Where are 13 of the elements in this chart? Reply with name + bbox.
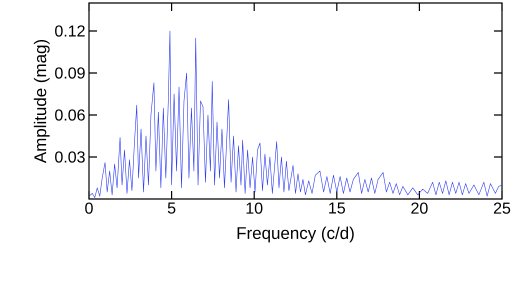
x-tick-label: 25 <box>494 202 510 214</box>
line-series <box>89 30 502 198</box>
y-tick-label: 0.09 <box>55 67 85 79</box>
y-axis-title: Amplitude (mag) <box>34 40 50 164</box>
x-tick-label: 20 <box>411 202 428 214</box>
x-tick-label: 0 <box>85 202 93 214</box>
x-axis-title: Frequency (c/d) <box>238 226 354 242</box>
y-tick-label: 0.12 <box>55 25 85 37</box>
y-tick-label: 0.03 <box>55 151 85 163</box>
x-tick-label: 5 <box>168 202 176 214</box>
y-tick-label: 0.06 <box>55 109 85 121</box>
x-tick-label: 15 <box>329 202 345 214</box>
x-tick-label: 10 <box>246 202 262 214</box>
